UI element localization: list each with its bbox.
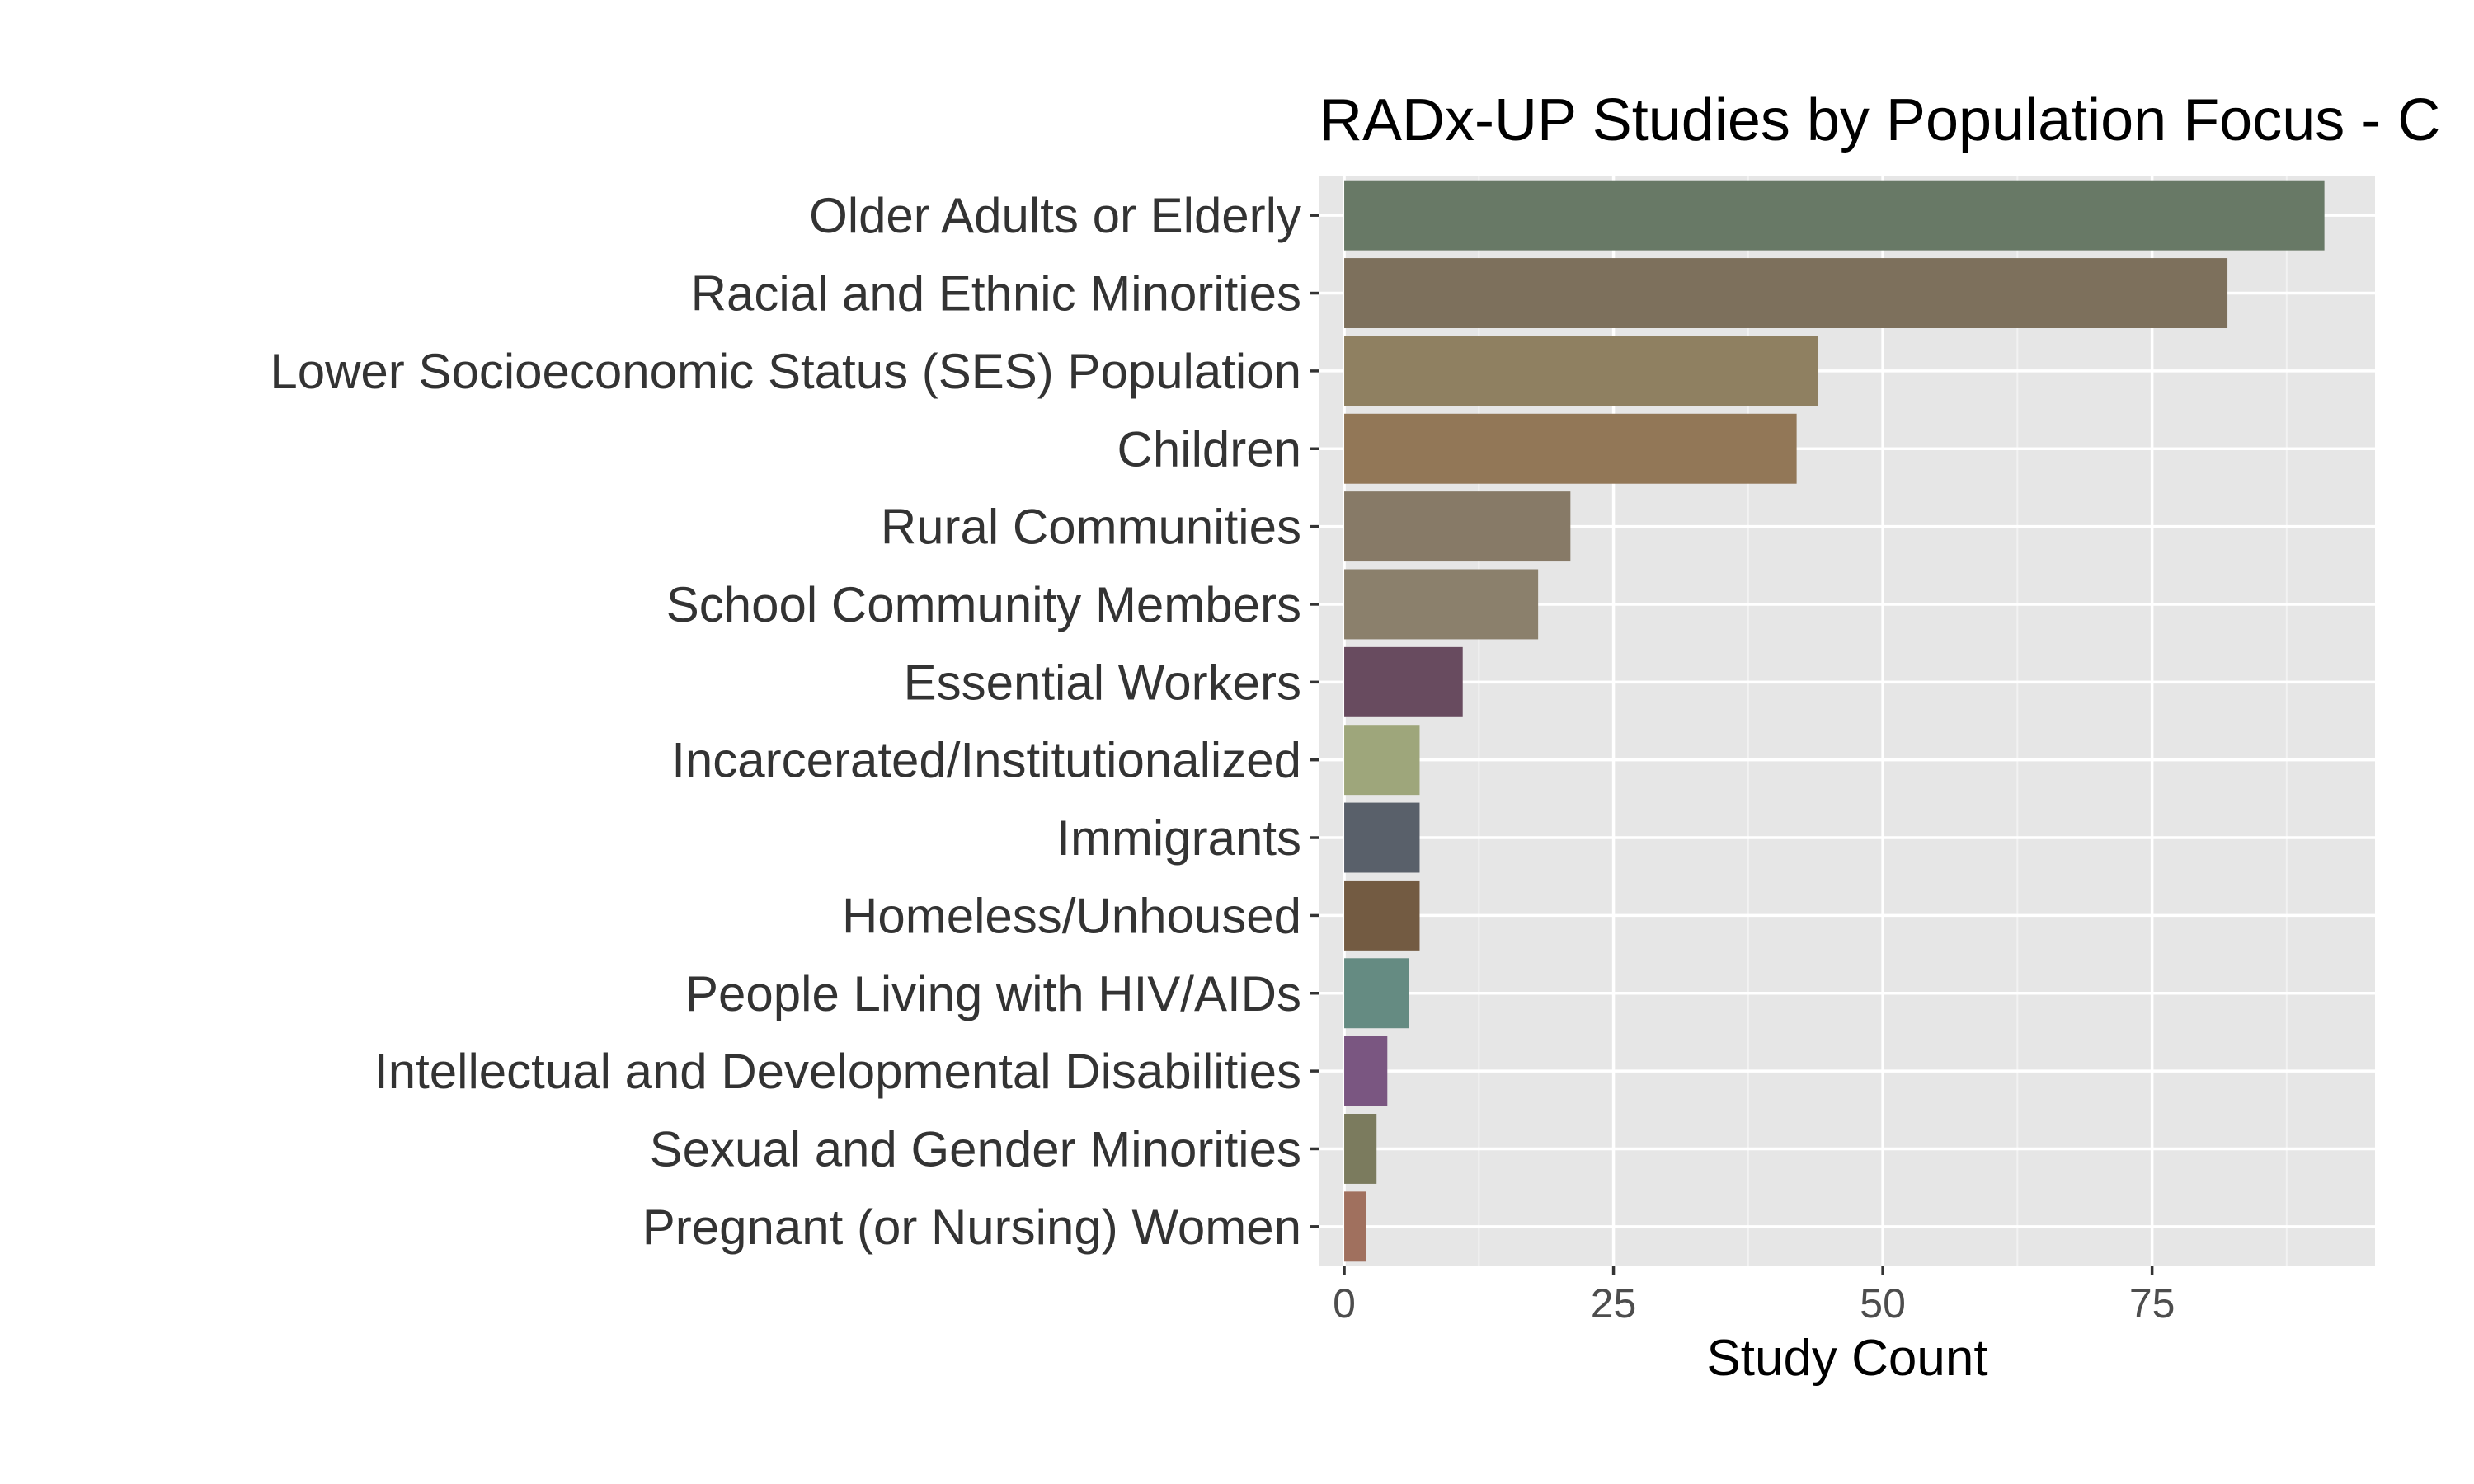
y-tick-label: Older Adults or Elderly: [809, 188, 1301, 243]
y-tick-label: Lower Socioeconomic Status (SES) Populat…: [270, 344, 1301, 399]
x-tick-label: 75: [2129, 1280, 2175, 1327]
bar: [1344, 1036, 1388, 1106]
y-tick-label: Essential Workers: [904, 655, 1301, 710]
bars: [1344, 180, 2325, 1262]
x-axis-title: Study Count: [1706, 1330, 1987, 1387]
x-tick-label: 25: [1591, 1280, 1637, 1327]
bar: [1344, 725, 1420, 796]
bar: [1344, 1114, 1377, 1184]
bar: [1344, 180, 2325, 251]
x-axis: 0 25 50 75: [1333, 1266, 2175, 1327]
y-tick-label: Immigrants: [1056, 810, 1301, 866]
bar: [1344, 880, 1420, 951]
y-tick-label: People Living with HIV/AIDs: [685, 966, 1301, 1021]
bar: [1344, 958, 1409, 1029]
x-tick-label: 0: [1333, 1280, 1356, 1327]
y-tick-label: Incarcerated/Institutionalized: [671, 733, 1301, 788]
y-tick-label: Pregnant (or Nursing) Women: [642, 1200, 1301, 1255]
y-tick-label: Rural Communities: [881, 500, 1301, 555]
y-tick-label: School Community Members: [666, 577, 1301, 632]
bar: [1344, 569, 1539, 640]
y-tick-label: Children: [1117, 421, 1301, 477]
bar: [1344, 646, 1463, 717]
bar: [1344, 802, 1420, 873]
y-axis: Older Adults or Elderly Racial and Ethnic…: [270, 188, 1319, 1255]
bar: [1344, 336, 1818, 406]
bar: [1344, 258, 2228, 328]
y-tick-label: Racial and Ethnic Minorities: [691, 266, 1301, 322]
bar: [1344, 1191, 1366, 1262]
y-tick-label: Homeless/Unhoused: [842, 888, 1301, 943]
y-tick-label: Sexual and Gender Minorities: [650, 1121, 1301, 1176]
bar: [1344, 491, 1571, 562]
x-tick-label: 50: [1860, 1280, 1906, 1327]
chart-title: RADx-UP Studies by Population Focus - C: [1319, 87, 2440, 153]
bar: [1344, 413, 1797, 484]
y-tick-label: Intellectual and Developmental Disabilit…: [374, 1044, 1301, 1099]
